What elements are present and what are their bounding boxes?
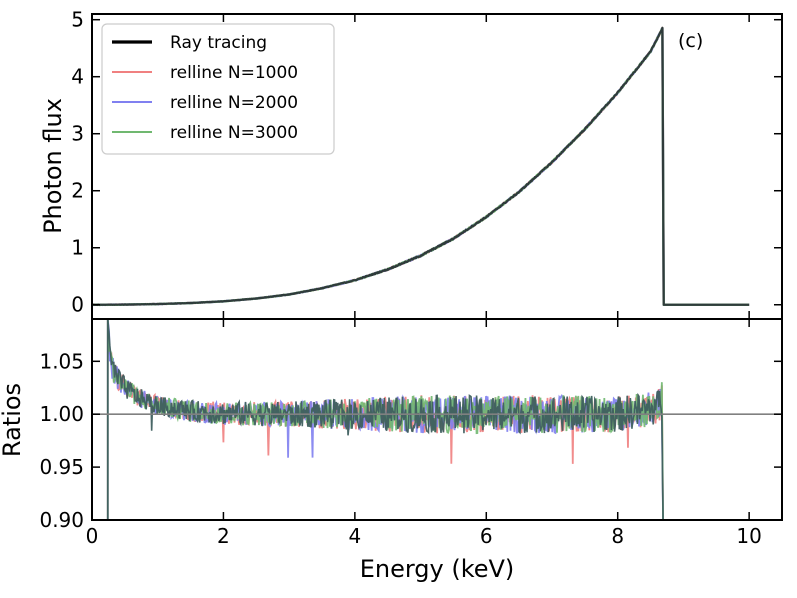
ratio-series-group <box>106 318 664 521</box>
legend-entry-label: Ray tracing <box>170 33 267 53</box>
bottom-ytick-label: 0.90 <box>39 508 84 532</box>
top-ytick-label: 4 <box>71 65 84 89</box>
top-ytick-label: 0 <box>71 293 84 317</box>
bottom-axes-frame <box>91 318 783 521</box>
legend-entry-label: relline N=1000 <box>170 63 298 83</box>
flux-line-ray-tracing <box>91 26 750 306</box>
xtick-label: 0 <box>86 524 99 548</box>
xtick-label: 2 <box>217 524 230 548</box>
top-ylabel: Photon flux <box>39 98 67 234</box>
xlabel: Energy (keV) <box>360 555 515 583</box>
xtick-label: 4 <box>348 524 361 548</box>
bottom-ytick-label: 0.95 <box>39 455 84 479</box>
top-ytick-label: 2 <box>71 179 84 203</box>
legend: Ray tracing relline N=1000 relline N=2000 r… <box>101 23 335 155</box>
top-ytick-label: 1 <box>71 236 84 260</box>
legend-box <box>101 23 335 155</box>
legend-entry-label: relline N=2000 <box>170 93 298 113</box>
top-ytick-label: 3 <box>71 122 84 146</box>
xtick-label: 10 <box>736 524 761 548</box>
bottom-ytick-label: 1.00 <box>39 402 84 426</box>
bottom-ylabel: Ratios <box>0 383 26 457</box>
panel-label: (c) <box>678 30 703 52</box>
bottom-panel: 0.90 0.95 1.00 1.05 0 2 4 6 8 10 Ratios Energy (k… <box>0 318 783 583</box>
legend-entry-label: relline N=3000 <box>170 123 298 143</box>
top-ytick-label: 5 <box>71 8 84 32</box>
bottom-ytick-label: 1.05 <box>39 349 84 373</box>
ratio-line-ray-tracing <box>106 318 664 521</box>
xtick-label: 6 <box>480 524 493 548</box>
flux-series-group <box>91 26 750 307</box>
top-panel: 0 1 2 3 4 5 Photon flux (c) Ray tracing rellin… <box>39 8 783 320</box>
xtick-label: 8 <box>611 524 624 548</box>
